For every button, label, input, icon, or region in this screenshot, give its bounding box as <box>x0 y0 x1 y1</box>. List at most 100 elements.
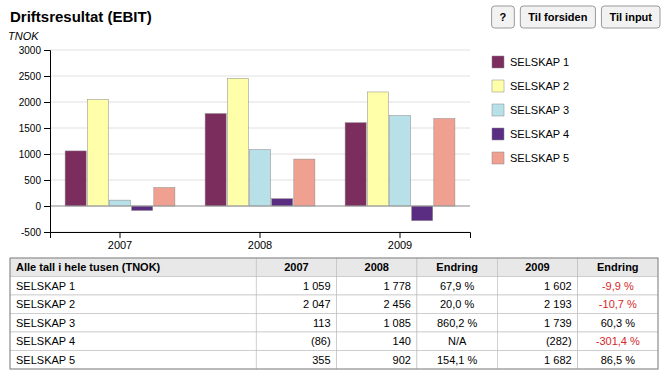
table-header-cell <box>256 258 336 277</box>
table-text: 860,2 % <box>437 317 478 329</box>
table-text: SELSKAP 4 <box>16 335 75 347</box>
table-cell <box>417 277 497 296</box>
table-text: N/A <box>448 335 467 347</box>
legend-swatch <box>492 152 504 164</box>
table-cell <box>337 277 417 296</box>
bars <box>65 78 455 220</box>
axis-line <box>51 233 471 239</box>
table-cell <box>417 295 497 314</box>
table-text: 67,9 % <box>440 280 474 292</box>
axis-line <box>44 51 51 233</box>
table-cell <box>578 332 658 351</box>
bar <box>345 123 366 206</box>
table-text: SELSKAP 5 <box>16 354 75 366</box>
tick-mark <box>44 76 50 77</box>
table-text: 1 778 <box>383 280 411 292</box>
nav-button[interactable]: Til forsiden <box>520 6 595 28</box>
series <box>65 114 366 206</box>
table-header-cell <box>497 258 577 277</box>
bar <box>294 159 315 206</box>
tick: 1000 <box>19 149 50 160</box>
table-cell <box>10 314 256 333</box>
table-text: 86,5 % <box>601 354 635 366</box>
zero-line <box>50 206 470 207</box>
nav-button-box[interactable] <box>601 6 660 28</box>
tick-mark <box>260 232 261 238</box>
nav-button[interactable]: ? <box>492 6 515 28</box>
table-header: Alle tall i hele tusen (TNOK) <box>16 261 161 273</box>
table-cell <box>578 277 658 296</box>
tick-label: 2008 <box>248 239 272 251</box>
table-header-cell <box>337 258 417 277</box>
bar <box>367 92 388 206</box>
table-text: -9,9 % <box>602 280 634 292</box>
tick: 2500 <box>19 71 50 82</box>
tick-label: 2007 <box>108 239 132 251</box>
tick-mark <box>44 50 50 51</box>
tick-mark <box>44 180 50 181</box>
tick: 3000 <box>19 45 50 56</box>
tick-mark <box>44 232 50 233</box>
table-cell <box>256 277 336 296</box>
table-text: 2 193 <box>544 298 572 310</box>
nav-button-label[interactable]: Til input <box>609 11 652 23</box>
table-text: 154,1 % <box>437 354 478 366</box>
table-text: 2 047 <box>303 298 331 310</box>
table-cell <box>497 314 577 333</box>
table-text: 1 739 <box>544 317 572 329</box>
table-cell <box>10 277 256 296</box>
nav-button[interactable]: Til input <box>601 6 660 28</box>
nav-button-box[interactable] <box>492 6 515 28</box>
legend-item: SELSKAP 4 <box>492 128 569 140</box>
bar <box>227 78 248 206</box>
legend-swatch <box>492 104 504 116</box>
table: Alle tall i hele tusen (TNOK)20072008End… <box>10 258 658 369</box>
grid-line <box>50 206 470 207</box>
tick-label: 1000 <box>19 149 42 160</box>
table-header-cell <box>417 258 497 277</box>
table-cell <box>578 351 658 370</box>
legend-swatch <box>492 56 504 68</box>
nav-button-label[interactable]: Til forsiden <box>528 11 587 23</box>
nav-button-box[interactable] <box>520 6 595 28</box>
tick: 2008 <box>248 232 272 251</box>
table-cell <box>10 295 256 314</box>
table-text: (282) <box>546 335 572 347</box>
tick: 1500 <box>19 123 50 134</box>
tick: 2009 <box>388 232 412 251</box>
tick: 500 <box>24 175 50 186</box>
table-text: -301,4 % <box>596 335 640 347</box>
table-text: 60,3 % <box>601 317 635 329</box>
table-text: 1 682 <box>544 354 572 366</box>
grid <box>50 50 470 232</box>
table-text: -10,7 % <box>599 298 637 310</box>
table-header: Endring <box>597 261 639 273</box>
legend-item: SELSKAP 1 <box>492 56 569 68</box>
table-text: 1 085 <box>383 317 411 329</box>
tick: 2007 <box>108 232 132 251</box>
grid-line <box>50 50 470 51</box>
legend-item: SELSKAP 3 <box>492 104 569 116</box>
table-cell <box>497 351 577 370</box>
tick-mark <box>44 206 50 207</box>
tick: 0 <box>35 201 50 212</box>
bar <box>272 199 293 206</box>
table-cell <box>417 351 497 370</box>
table-cell <box>337 351 417 370</box>
grid-line <box>50 76 470 77</box>
table-cell <box>256 295 336 314</box>
tick-label: 0 <box>35 201 41 212</box>
legend-item: SELSKAP 5 <box>492 152 569 164</box>
legend-label: SELSKAP 1 <box>510 56 569 68</box>
bar <box>65 151 86 206</box>
bar <box>132 206 153 210</box>
legend-swatch <box>492 80 504 92</box>
bar <box>434 119 455 206</box>
table-text: 1 059 <box>303 280 331 292</box>
series <box>132 199 433 221</box>
table-cell <box>497 295 577 314</box>
table-cell <box>337 314 417 333</box>
y-axis: -500050010001500200025003000 <box>19 45 51 238</box>
tick-label: 2009 <box>388 239 412 251</box>
nav-button-label[interactable]: ? <box>500 11 507 23</box>
